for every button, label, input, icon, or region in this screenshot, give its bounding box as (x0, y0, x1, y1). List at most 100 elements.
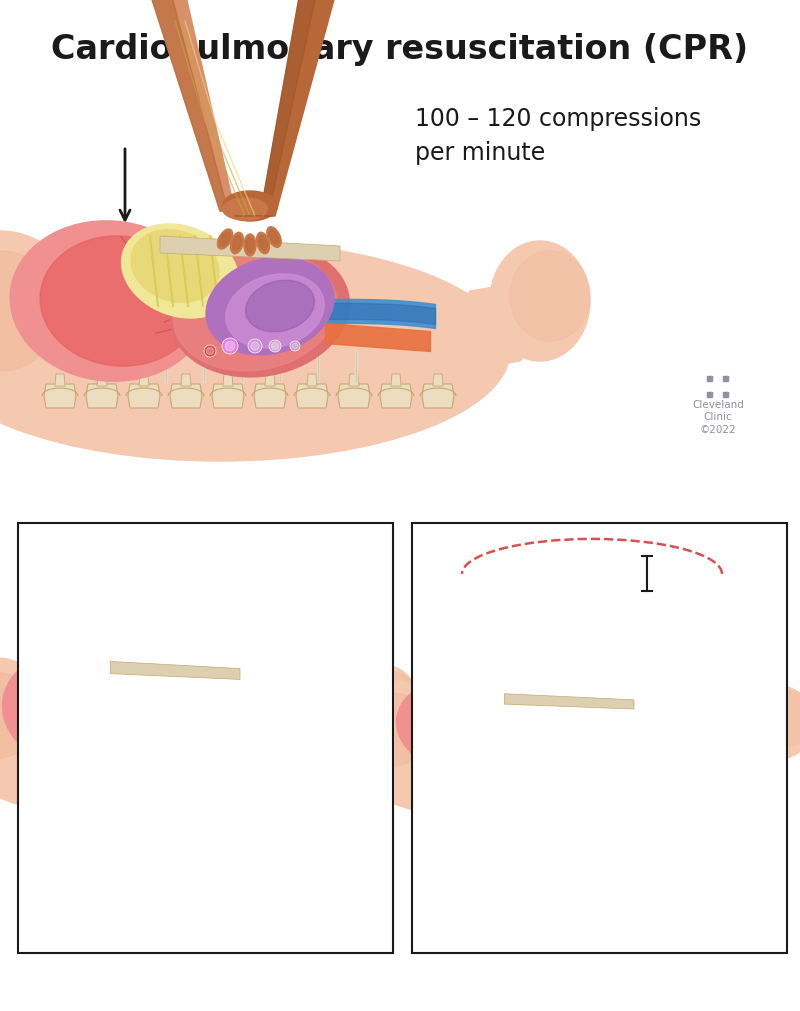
Polygon shape (170, 384, 202, 408)
Ellipse shape (568, 748, 578, 758)
Ellipse shape (176, 738, 182, 744)
Text: 100 – 120 compressions
per minute: 100 – 120 compressions per minute (415, 107, 702, 165)
Text: 2 in.: 2 in. (657, 565, 694, 583)
Ellipse shape (0, 241, 510, 461)
Ellipse shape (226, 274, 324, 348)
Polygon shape (86, 384, 118, 408)
Ellipse shape (246, 238, 254, 253)
Ellipse shape (258, 236, 267, 251)
Polygon shape (296, 384, 328, 408)
Polygon shape (44, 384, 76, 408)
Polygon shape (580, 774, 587, 784)
Ellipse shape (382, 758, 670, 816)
Ellipse shape (346, 693, 433, 766)
Polygon shape (512, 783, 534, 800)
Ellipse shape (172, 694, 222, 730)
Polygon shape (504, 694, 634, 709)
Ellipse shape (2, 650, 146, 766)
Polygon shape (482, 783, 504, 800)
Polygon shape (118, 768, 141, 786)
Ellipse shape (566, 713, 615, 745)
Polygon shape (701, 774, 708, 784)
Polygon shape (55, 374, 65, 386)
Polygon shape (550, 774, 557, 784)
Ellipse shape (174, 736, 184, 746)
Ellipse shape (418, 685, 533, 765)
Polygon shape (391, 374, 401, 386)
Polygon shape (139, 374, 149, 386)
Polygon shape (27, 768, 50, 786)
Ellipse shape (348, 665, 420, 751)
Polygon shape (223, 374, 233, 386)
Polygon shape (572, 783, 595, 800)
Ellipse shape (204, 345, 216, 357)
Polygon shape (459, 774, 466, 784)
Bar (723, 376, 728, 381)
Ellipse shape (246, 280, 314, 332)
Ellipse shape (477, 677, 561, 737)
Polygon shape (429, 774, 436, 784)
Ellipse shape (257, 233, 270, 254)
Ellipse shape (251, 342, 259, 350)
Polygon shape (130, 0, 235, 211)
Ellipse shape (599, 751, 604, 755)
Ellipse shape (292, 343, 298, 349)
Ellipse shape (24, 661, 139, 755)
Ellipse shape (144, 742, 149, 747)
Ellipse shape (570, 750, 576, 756)
Ellipse shape (220, 233, 230, 246)
Polygon shape (238, 768, 262, 786)
Polygon shape (610, 774, 618, 784)
Ellipse shape (233, 236, 242, 251)
Ellipse shape (118, 668, 246, 763)
Ellipse shape (190, 738, 196, 743)
Polygon shape (338, 384, 370, 408)
Ellipse shape (549, 747, 561, 759)
Polygon shape (246, 760, 254, 769)
Polygon shape (130, 0, 228, 211)
Polygon shape (519, 774, 526, 784)
Polygon shape (178, 768, 201, 786)
Text: Normal: Normal (154, 956, 257, 980)
Ellipse shape (484, 680, 546, 727)
Text: Cardiopulmonary resuscitation (CPR): Cardiopulmonary resuscitation (CPR) (51, 33, 749, 66)
Ellipse shape (82, 653, 167, 721)
Ellipse shape (397, 676, 540, 774)
Ellipse shape (158, 688, 229, 742)
Ellipse shape (0, 665, 362, 823)
Polygon shape (307, 760, 314, 769)
Polygon shape (670, 774, 678, 784)
Polygon shape (542, 783, 565, 800)
Polygon shape (160, 236, 340, 261)
Polygon shape (380, 384, 412, 408)
Polygon shape (706, 708, 786, 772)
Polygon shape (662, 783, 686, 800)
Ellipse shape (0, 251, 60, 371)
Ellipse shape (267, 226, 281, 248)
Ellipse shape (332, 680, 447, 778)
Ellipse shape (552, 709, 622, 755)
Ellipse shape (206, 348, 214, 355)
Polygon shape (126, 760, 133, 769)
Polygon shape (254, 384, 286, 408)
Polygon shape (349, 374, 359, 386)
Ellipse shape (142, 740, 150, 748)
Polygon shape (277, 760, 284, 769)
Ellipse shape (362, 672, 420, 737)
Polygon shape (35, 760, 42, 769)
Polygon shape (65, 760, 72, 769)
Ellipse shape (0, 231, 80, 391)
Polygon shape (633, 783, 655, 800)
Ellipse shape (158, 737, 164, 744)
Polygon shape (440, 281, 550, 371)
Bar (707, 392, 712, 397)
Ellipse shape (269, 229, 279, 244)
Ellipse shape (226, 341, 235, 351)
Ellipse shape (90, 657, 153, 709)
Ellipse shape (120, 672, 238, 758)
Ellipse shape (122, 224, 238, 318)
Ellipse shape (222, 191, 278, 221)
Polygon shape (260, 0, 328, 216)
Ellipse shape (230, 233, 243, 254)
Polygon shape (260, 0, 350, 216)
